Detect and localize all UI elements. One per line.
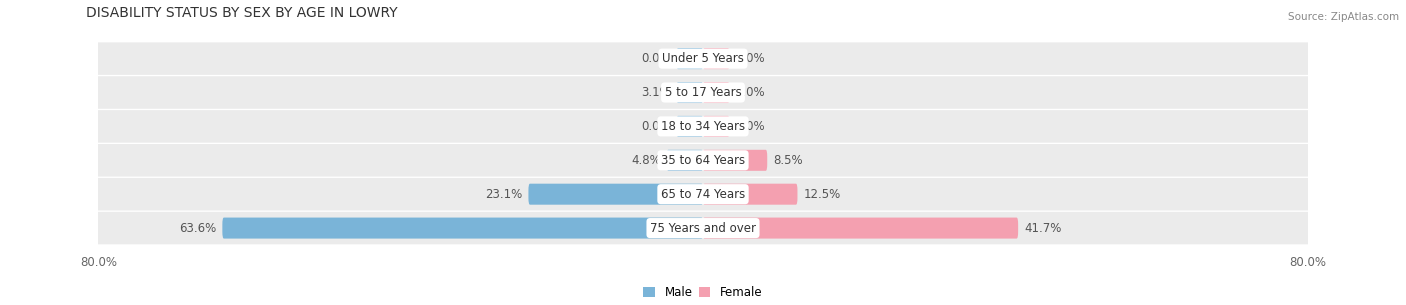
Text: 5 to 17 Years: 5 to 17 Years — [665, 86, 741, 99]
Text: Under 5 Years: Under 5 Years — [662, 52, 744, 65]
FancyBboxPatch shape — [676, 116, 703, 137]
Text: 3.1%: 3.1% — [641, 86, 671, 99]
FancyBboxPatch shape — [703, 116, 730, 137]
Text: 65 to 74 Years: 65 to 74 Years — [661, 188, 745, 201]
Text: DISABILITY STATUS BY SEX BY AGE IN LOWRY: DISABILITY STATUS BY SEX BY AGE IN LOWRY — [86, 5, 398, 20]
Text: 35 to 64 Years: 35 to 64 Years — [661, 154, 745, 167]
FancyBboxPatch shape — [703, 48, 730, 69]
Text: 0.0%: 0.0% — [735, 86, 765, 99]
FancyBboxPatch shape — [91, 212, 1315, 244]
Text: 4.8%: 4.8% — [631, 154, 661, 167]
FancyBboxPatch shape — [91, 110, 1315, 143]
Text: 63.6%: 63.6% — [179, 221, 217, 235]
FancyBboxPatch shape — [222, 217, 703, 239]
Text: 0.0%: 0.0% — [641, 52, 671, 65]
FancyBboxPatch shape — [529, 184, 703, 205]
Text: Source: ZipAtlas.com: Source: ZipAtlas.com — [1288, 12, 1399, 22]
Text: 18 to 34 Years: 18 to 34 Years — [661, 120, 745, 133]
FancyBboxPatch shape — [676, 82, 703, 103]
FancyBboxPatch shape — [666, 150, 703, 171]
FancyBboxPatch shape — [91, 144, 1315, 177]
FancyBboxPatch shape — [703, 217, 1018, 239]
Text: 0.0%: 0.0% — [735, 120, 765, 133]
Text: 8.5%: 8.5% — [773, 154, 803, 167]
FancyBboxPatch shape — [676, 48, 703, 69]
FancyBboxPatch shape — [703, 150, 768, 171]
Text: 41.7%: 41.7% — [1024, 221, 1062, 235]
FancyBboxPatch shape — [91, 42, 1315, 75]
Text: 0.0%: 0.0% — [735, 52, 765, 65]
FancyBboxPatch shape — [91, 178, 1315, 210]
Legend: Male, Female: Male, Female — [638, 282, 768, 304]
FancyBboxPatch shape — [703, 82, 730, 103]
FancyBboxPatch shape — [703, 184, 797, 205]
Text: 23.1%: 23.1% — [485, 188, 523, 201]
FancyBboxPatch shape — [91, 76, 1315, 109]
Text: 0.0%: 0.0% — [641, 120, 671, 133]
Text: 75 Years and over: 75 Years and over — [650, 221, 756, 235]
Text: 12.5%: 12.5% — [803, 188, 841, 201]
